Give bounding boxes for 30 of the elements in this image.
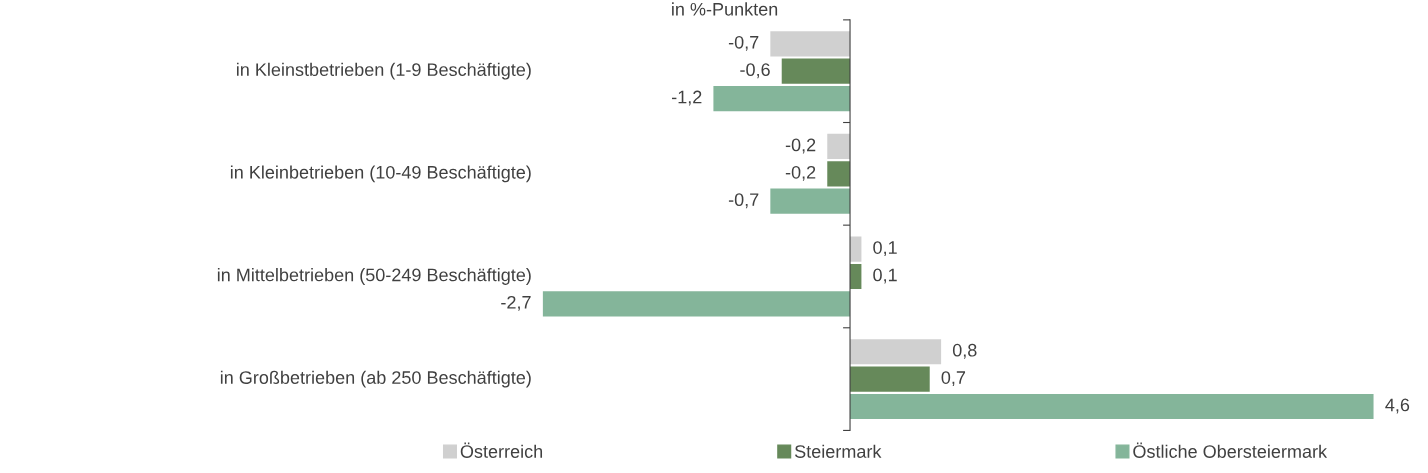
bar xyxy=(542,291,851,317)
bar xyxy=(713,85,851,112)
data-label: -0,2 xyxy=(785,138,816,154)
data-label: -0,6 xyxy=(740,63,770,79)
bar xyxy=(850,339,942,365)
bar xyxy=(850,393,1374,420)
y-tick-label: in Kleinstbetrieben (1-9 Beschäftigte) xyxy=(236,62,531,80)
data-label: -0,7 xyxy=(728,193,759,209)
legend-label: Östliche Obersteiermark xyxy=(1133,442,1328,458)
bar xyxy=(850,366,930,392)
data-label: -0,2 xyxy=(785,165,816,181)
bar xyxy=(770,188,851,214)
data-label: 0,1 xyxy=(873,241,897,257)
bar xyxy=(781,58,851,84)
data-label: 0,1 xyxy=(873,268,897,284)
y-tick-label: in Mittelbetrieben (50-249 Beschäftigte) xyxy=(217,268,531,285)
bar xyxy=(827,133,851,160)
data-label: 0,8 xyxy=(952,343,977,359)
data-label: 4,6 xyxy=(1385,398,1410,414)
legend-label: Steiermark xyxy=(794,444,882,458)
y-tick-label: in Kleinbetrieben (10-49 Beschäftigte) xyxy=(230,165,531,183)
data-label: 0,7 xyxy=(941,371,966,387)
data-label: -0,7 xyxy=(728,35,759,51)
bar xyxy=(827,161,851,187)
legend-label: Österreich xyxy=(460,442,543,458)
data-label: -1,2 xyxy=(671,90,702,106)
data-label: -2,7 xyxy=(501,295,531,311)
bar xyxy=(770,31,851,57)
text: in %-Punkten xyxy=(672,2,778,16)
y-tick-label: in Großbetrieben (ab 250 Beschäftigte) xyxy=(220,370,531,388)
